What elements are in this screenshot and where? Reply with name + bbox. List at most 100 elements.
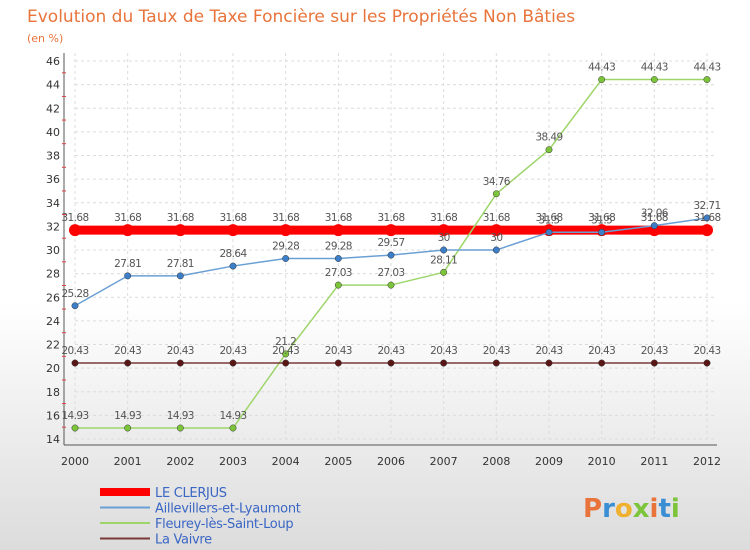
data-label: 31.68 (430, 212, 457, 224)
data-point (440, 246, 448, 254)
x-tick-label: 2010 (588, 455, 616, 468)
x-tick-label: 2005 (324, 455, 352, 468)
legend: LE CLERJUSAillevillers-et-LyaumontFleure… (100, 486, 301, 548)
y-tick-label: 20 (46, 362, 60, 375)
data-label: 38.49 (535, 132, 562, 144)
y-tick-label: 44 (46, 79, 60, 92)
data-point (440, 359, 448, 367)
data-label: 31.68 (693, 212, 720, 224)
x-tick-label: 2007 (430, 455, 458, 468)
data-point (650, 359, 658, 367)
data-point (650, 76, 658, 83)
data-point (69, 224, 81, 237)
chart-title: Evolution du Taux de Taxe Foncière sur l… (27, 7, 575, 27)
data-point (227, 224, 239, 237)
x-tick-label: 2004 (272, 455, 300, 468)
logo-letter: t (658, 494, 670, 524)
data-label: 44.43 (588, 62, 615, 74)
logo-letter: i (671, 494, 680, 524)
data-point (598, 228, 606, 236)
y-tick-label: 28 (46, 268, 60, 281)
proxiti-logo: Proxiti (583, 494, 680, 524)
series-group (69, 76, 713, 432)
data-label: 14.93 (219, 410, 246, 422)
data-point (650, 222, 658, 230)
data-point (332, 224, 345, 237)
y-tick-label: 42 (46, 102, 60, 115)
data-label: 28.64 (219, 248, 247, 260)
x-tick-label: 2009 (535, 455, 563, 468)
data-label: 27.81 (114, 258, 141, 270)
data-labels: 31.68 31.68 31.68 31.68 31.68 31.68 31.68 31.68… (61, 62, 721, 422)
x-axis-ticks: 2000 2001 2002 2003 2004 2005 2006 2007 2008 2009… (61, 455, 721, 468)
data-point (124, 424, 132, 432)
logo-letter: i (650, 494, 659, 524)
data-label: 20.43 (61, 345, 88, 357)
y-tick-label: 34 (46, 197, 60, 210)
data-label: 31.68 (588, 212, 615, 224)
y-axis-ticks: 14 16 18 20 22 24 26 28 30 32 34 36 38 40 42 44 46 (46, 55, 60, 446)
data-point (334, 359, 342, 367)
data-point (71, 424, 79, 432)
data-label: 31.68 (483, 212, 510, 224)
data-point (229, 262, 237, 270)
data-point (703, 76, 711, 83)
data-label: 31.68 (641, 212, 668, 224)
data-point (124, 272, 132, 280)
data-point (387, 251, 395, 259)
data-label: 31.68 (114, 212, 141, 224)
data-point (124, 359, 132, 367)
data-label: 20.43 (483, 345, 510, 357)
data-label: 30 (490, 232, 502, 244)
data-point (492, 359, 500, 367)
data-point (229, 359, 237, 367)
data-label: 29.28 (325, 241, 352, 253)
x-tick-label: 2003 (219, 455, 247, 468)
chart-subtitle: (en %) (27, 32, 63, 45)
data-label: 30 (438, 232, 450, 244)
y-tick-label: 40 (46, 126, 60, 139)
data-label: 27.03 (325, 267, 352, 279)
data-label: 14.93 (167, 410, 194, 422)
data-label: 31.68 (167, 212, 194, 224)
data-label: 31.68 (61, 212, 88, 224)
data-label: 31.68 (325, 212, 352, 224)
legend-label: La Vaivre (155, 533, 212, 548)
legend-label: Fleurey-lès-Saint-Loup (155, 517, 293, 532)
x-tick-label: 2008 (482, 455, 510, 468)
logo-letter: x (633, 494, 650, 524)
data-point (387, 359, 395, 367)
data-point (492, 246, 500, 254)
y-tick-label: 30 (46, 244, 60, 257)
axes (62, 53, 717, 446)
data-point (174, 224, 187, 237)
y-tick-label: 16 (46, 409, 60, 422)
data-point (176, 424, 184, 432)
data-point (279, 224, 292, 237)
y-tick-label: 24 (46, 315, 60, 328)
x-tick-label: 2001 (114, 455, 142, 468)
logo-letter: r (602, 494, 615, 524)
data-point (545, 359, 553, 367)
x-tick-label: 2011 (640, 455, 668, 468)
data-label: 20.43 (219, 345, 246, 357)
y-tick-label: 32 (46, 220, 60, 233)
data-label: 28.11 (430, 254, 457, 266)
data-label: 14.93 (114, 410, 141, 422)
data-label: 31.68 (535, 212, 562, 224)
data-label: 20.43 (693, 345, 720, 357)
legend-label: LE CLERJUS (155, 486, 227, 501)
data-label: 34.76 (483, 176, 511, 188)
data-point (703, 214, 711, 222)
data-point (440, 268, 448, 276)
data-label: 20.43 (535, 345, 562, 357)
data-label: 29.28 (272, 241, 299, 253)
data-point (282, 350, 290, 358)
y-tick-label: 18 (46, 386, 60, 399)
y-tick-label: 14 (46, 433, 60, 446)
data-point (545, 146, 553, 154)
data-point (334, 255, 342, 262)
data-label: 21.2 (275, 336, 296, 348)
data-label: 20.43 (114, 345, 141, 357)
